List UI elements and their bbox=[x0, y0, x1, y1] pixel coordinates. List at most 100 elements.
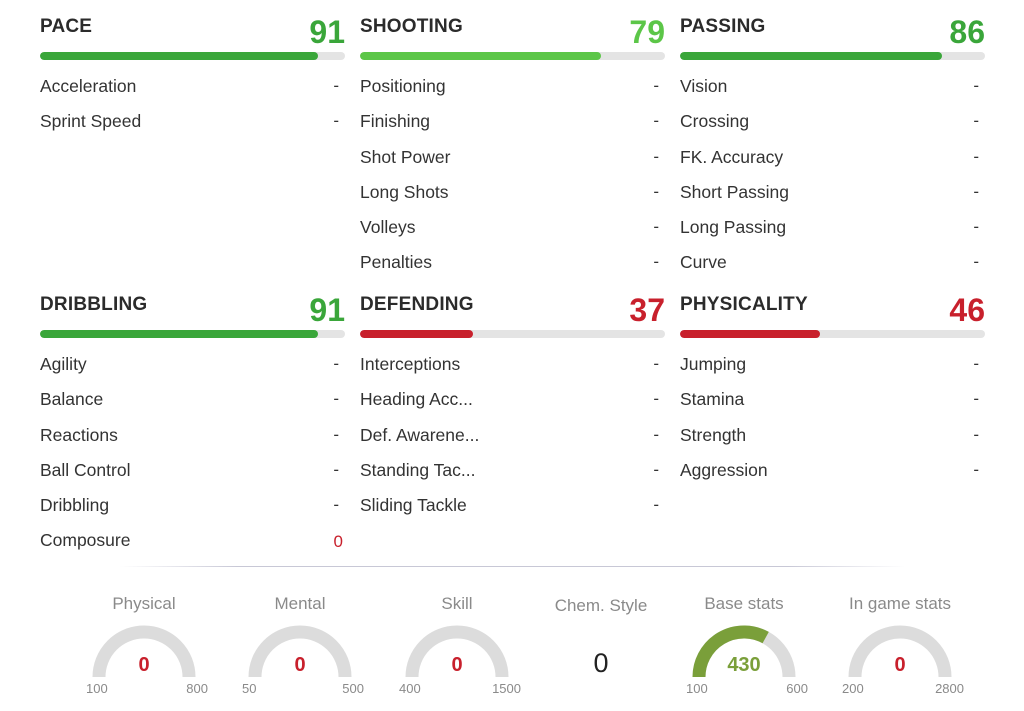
stat-value: - bbox=[973, 76, 979, 95]
stat-value: - bbox=[653, 389, 659, 409]
gauge-mental: Mental 0 50 500 bbox=[230, 590, 370, 700]
gauge-max-label: 2800 bbox=[935, 681, 964, 696]
stat-label: Standing Tac... bbox=[360, 459, 476, 480]
category-pace: PACE 91 Acceleration - Sprint Speed - bbox=[40, 0, 345, 131]
stat-list: Vision - Crossing - FK. Accuracy - Short Passi… bbox=[680, 76, 985, 288]
stat-value: - bbox=[333, 495, 339, 515]
stat-value: - bbox=[653, 252, 659, 272]
stat-row: Heading Acc... - bbox=[360, 389, 665, 424]
category-title: DEFENDING bbox=[360, 294, 474, 315]
category-bar-fill bbox=[40, 330, 318, 338]
stat-value: - bbox=[333, 459, 339, 479]
stat-value: - bbox=[333, 76, 339, 95]
stat-row: Interceptions - bbox=[360, 354, 665, 389]
stat-label: Long Passing bbox=[680, 217, 787, 238]
stat-value: - bbox=[973, 389, 979, 409]
gauge-arc bbox=[405, 625, 509, 678]
gauge-arc bbox=[848, 625, 952, 678]
stat-value: - bbox=[973, 459, 979, 479]
gauge-min-label: 200 bbox=[842, 681, 864, 696]
stat-row: Agility - bbox=[40, 354, 345, 389]
stat-list: Positioning - Finishing - Shot Power - Long Sh… bbox=[360, 76, 665, 288]
stat-label: Balance bbox=[40, 389, 104, 410]
gauge-value: 0 bbox=[894, 654, 906, 676]
category-bar-fill bbox=[360, 330, 473, 338]
category-bar bbox=[360, 330, 665, 338]
category-rating: 86 bbox=[949, 14, 985, 50]
stat-label: Finishing bbox=[360, 111, 431, 132]
stat-label: Long Shots bbox=[360, 181, 449, 202]
stat-row: Strength - bbox=[680, 425, 985, 460]
category-bar-fill bbox=[360, 52, 601, 60]
section-divider bbox=[120, 566, 905, 567]
gauge-arc bbox=[248, 625, 352, 678]
gauge-min-label: 400 bbox=[399, 681, 421, 696]
category-rating: 37 bbox=[629, 292, 665, 328]
stat-row: Aggression - bbox=[680, 460, 985, 495]
stat-label: Acceleration bbox=[40, 76, 137, 96]
category-rating: 91 bbox=[309, 292, 345, 328]
stat-list: Acceleration - Sprint Speed - bbox=[40, 76, 345, 147]
gauge-value: 0 bbox=[451, 654, 463, 676]
gauge-max-label: 1500 bbox=[492, 681, 521, 696]
stat-label: Sprint Speed bbox=[40, 111, 142, 132]
stat-row: Standing Tac... - bbox=[360, 460, 665, 495]
stat-value: - bbox=[973, 252, 979, 272]
gauge-in-game-stats: In game stats 0 200 2800 bbox=[830, 590, 970, 700]
gauge-min-label: 100 bbox=[86, 681, 108, 696]
gauge-max-label: 800 bbox=[186, 681, 208, 696]
stat-row: Vision - bbox=[680, 76, 985, 111]
category-bar bbox=[680, 52, 985, 60]
stat-value: - bbox=[333, 354, 339, 373]
category-bar bbox=[680, 330, 985, 338]
stat-row: Shot Power - bbox=[360, 147, 665, 182]
stat-label: Stamina bbox=[680, 389, 745, 410]
stat-value: - bbox=[653, 217, 659, 237]
stat-row: Sliding Tackle - bbox=[360, 495, 665, 530]
category-rating: 79 bbox=[629, 14, 665, 50]
gauge-track bbox=[848, 625, 952, 678]
stat-row: Balance - bbox=[40, 389, 345, 424]
stat-value: - bbox=[333, 389, 339, 409]
category-title: DRIBBLING bbox=[40, 294, 148, 315]
stat-label: Strength bbox=[680, 424, 747, 445]
category-bar-fill bbox=[680, 52, 943, 60]
category-bar-fill bbox=[40, 52, 318, 60]
stat-row: Composure 0 bbox=[40, 530, 345, 565]
stat-row: Penalties - bbox=[360, 252, 665, 287]
category-title: PHYSICALITY bbox=[680, 294, 808, 315]
gauge-track bbox=[92, 625, 196, 678]
stat-label: Crossing bbox=[680, 111, 750, 132]
category-dribbling: DRIBBLING 91 Agility - Balance - Reactions - B… bbox=[40, 278, 345, 551]
gauge-title: In game stats bbox=[848, 594, 952, 613]
stat-label: Dribbling bbox=[40, 495, 110, 516]
chem-style-title: Chem. Style bbox=[554, 596, 648, 615]
gauge-title: Physical bbox=[112, 594, 176, 613]
stat-value: - bbox=[653, 354, 659, 373]
stat-value: - bbox=[333, 111, 339, 131]
stat-row: FK. Accuracy - bbox=[680, 147, 985, 182]
category-title: SHOOTING bbox=[360, 16, 463, 37]
gauge-max-label: 500 bbox=[342, 681, 364, 696]
stat-row: Long Passing - bbox=[680, 217, 985, 252]
stat-row: Crossing - bbox=[680, 111, 985, 146]
gauge-min-label: 50 bbox=[242, 681, 257, 696]
stat-label: Jumping bbox=[680, 354, 747, 374]
stat-label: Agility bbox=[40, 354, 87, 374]
stat-label: Penalties bbox=[360, 252, 432, 273]
stat-label: Volleys bbox=[360, 217, 416, 238]
stat-label: FK. Accuracy bbox=[680, 146, 784, 167]
category-title: PACE bbox=[40, 16, 93, 37]
stat-row: Sprint Speed - bbox=[40, 111, 345, 146]
chem-style: Chem. Style 0 bbox=[536, 590, 666, 700]
category-defending: DEFENDING 37 Interceptions - Heading Acc..… bbox=[360, 278, 665, 515]
stat-label: Sliding Tackle bbox=[360, 495, 467, 516]
stat-list: Agility - Balance - Reactions - Ball Control - D… bbox=[40, 354, 345, 566]
stat-row: Reactions - bbox=[40, 425, 345, 460]
category-rating: 91 bbox=[309, 14, 345, 50]
stat-value: - bbox=[973, 217, 979, 237]
stat-label: Interceptions bbox=[360, 354, 461, 374]
stat-value: - bbox=[973, 424, 979, 444]
stat-value: - bbox=[333, 424, 339, 444]
gauge-arc bbox=[692, 625, 796, 678]
